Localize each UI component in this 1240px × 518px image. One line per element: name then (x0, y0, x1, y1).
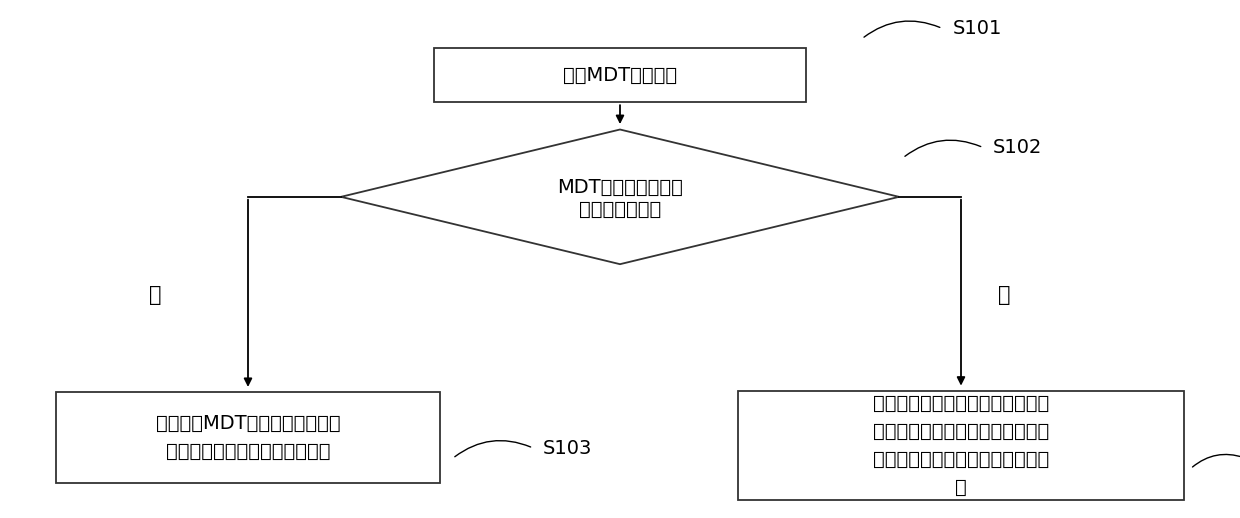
Text: 包含经纬度信息: 包含经纬度信息 (579, 200, 661, 219)
Bar (56, 393, 440, 483)
Text: 调用预先确定的位置识别模型，预
测所述终端的经纬度信息，依据预
测的经纬度信息确定所述终端的位
置: 调用预先确定的位置识别模型，预 测所述终端的经纬度信息，依据预 测的经纬度信息确… (873, 394, 1049, 497)
Text: MDT测量报告中是否: MDT测量报告中是否 (557, 178, 683, 197)
Text: S103: S103 (543, 439, 593, 457)
Text: 依据所述MDT测量报告中包含的
经纬度信息确定所述终端的位置: 依据所述MDT测量报告中包含的 经纬度信息确定所述终端的位置 (156, 414, 340, 461)
Text: S102: S102 (993, 138, 1043, 157)
Text: 否: 否 (149, 285, 161, 305)
Text: S101: S101 (952, 19, 1002, 38)
Text: 获取MDT测量报告: 获取MDT测量报告 (563, 66, 677, 84)
Bar (738, 391, 1184, 500)
Text: 否: 否 (998, 285, 1011, 305)
Polygon shape (341, 130, 899, 264)
Bar (434, 48, 806, 103)
